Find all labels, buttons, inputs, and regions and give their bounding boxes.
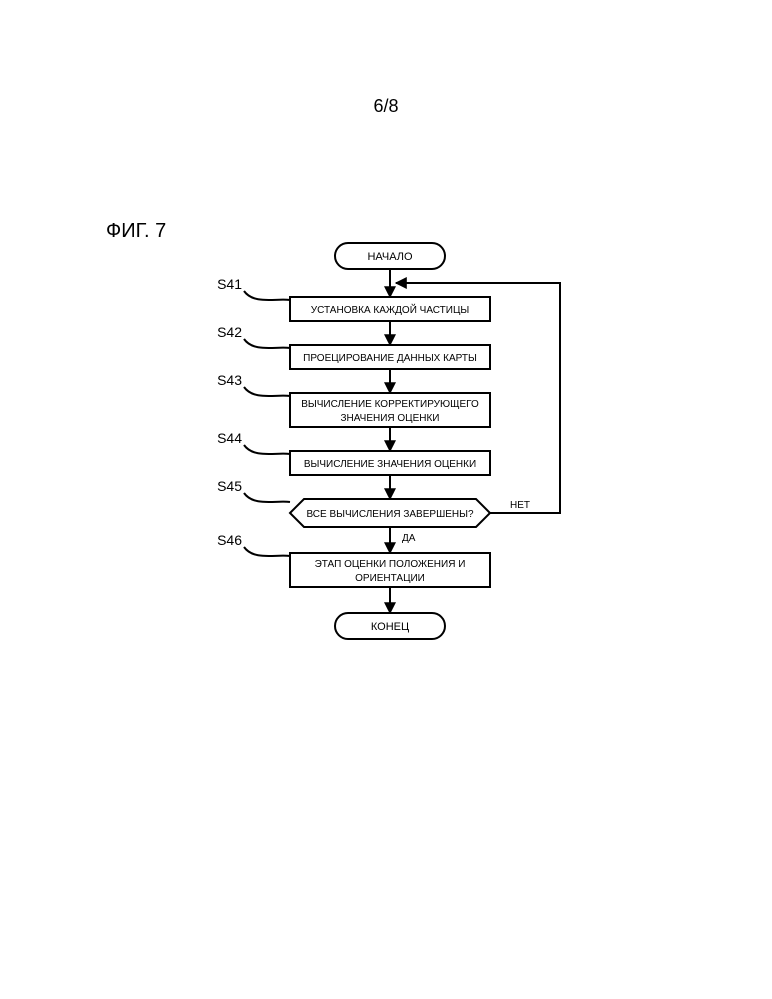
svg-text:S41: S41 — [217, 276, 242, 292]
svg-text:S43: S43 — [217, 372, 242, 388]
svg-text:S42: S42 — [217, 324, 242, 340]
svg-text:ПРОЕЦИРОВАНИЕ ДАННЫХ КАРТЫ: ПРОЕЦИРОВАНИЕ ДАННЫХ КАРТЫ — [303, 353, 477, 364]
flowchart: НАЧАЛО S41 УСТАНОВКА КАЖДОЙ ЧАСТИЦЫ S42 ПРОЕ… — [190, 235, 610, 735]
svg-text:S45: S45 — [217, 478, 242, 494]
svg-text:ВСЕ ВЫЧИСЛЕНИЯ ЗАВЕРШЕНЫ?: ВСЕ ВЫЧИСЛЕНИЯ ЗАВЕРШЕНЫ? — [306, 509, 474, 520]
svg-text:ЗНАЧЕНИЯ ОЦЕНКИ: ЗНАЧЕНИЯ ОЦЕНКИ — [341, 413, 440, 424]
svg-text:НАЧАЛО: НАЧАЛО — [367, 251, 413, 263]
svg-text:ВЫЧИСЛЕНИЕ ЗНАЧЕНИЯ ОЦЕНКИ: ВЫЧИСЛЕНИЕ ЗНАЧЕНИЯ ОЦЕНКИ — [304, 459, 476, 470]
svg-text:ВЫЧИСЛЕНИЕ КОРРЕКТИРУЮЩЕГО: ВЫЧИСЛЕНИЕ КОРРЕКТИРУЮЩЕГО — [301, 399, 479, 410]
page: 6/8 ФИГ. 7 НАЧАЛО S41 УСТАНОВКА КАЖДОЙ ЧАС… — [0, 0, 772, 999]
svg-text:ОРИЕНТАЦИИ: ОРИЕНТАЦИИ — [355, 573, 425, 584]
svg-text:ДА: ДА — [402, 533, 416, 544]
svg-text:УСТАНОВКА КАЖДОЙ ЧАСТИЦЫ: УСТАНОВКА КАЖДОЙ ЧАСТИЦЫ — [311, 303, 470, 316]
svg-text:S44: S44 — [217, 430, 242, 446]
svg-text:КОНЕЦ: КОНЕЦ — [371, 621, 409, 633]
page-number: 6/8 — [0, 96, 772, 117]
svg-text:ЭТАП ОЦЕНКИ ПОЛОЖЕНИЯ И: ЭТАП ОЦЕНКИ ПОЛОЖЕНИЯ И — [315, 559, 466, 570]
flowchart-svg: НАЧАЛО S41 УСТАНОВКА КАЖДОЙ ЧАСТИЦЫ S42 ПРОЕ… — [190, 235, 610, 735]
svg-text:НЕТ: НЕТ — [510, 500, 530, 511]
figure-label: ФИГ. 7 — [106, 220, 166, 243]
svg-text:S46: S46 — [217, 532, 242, 548]
